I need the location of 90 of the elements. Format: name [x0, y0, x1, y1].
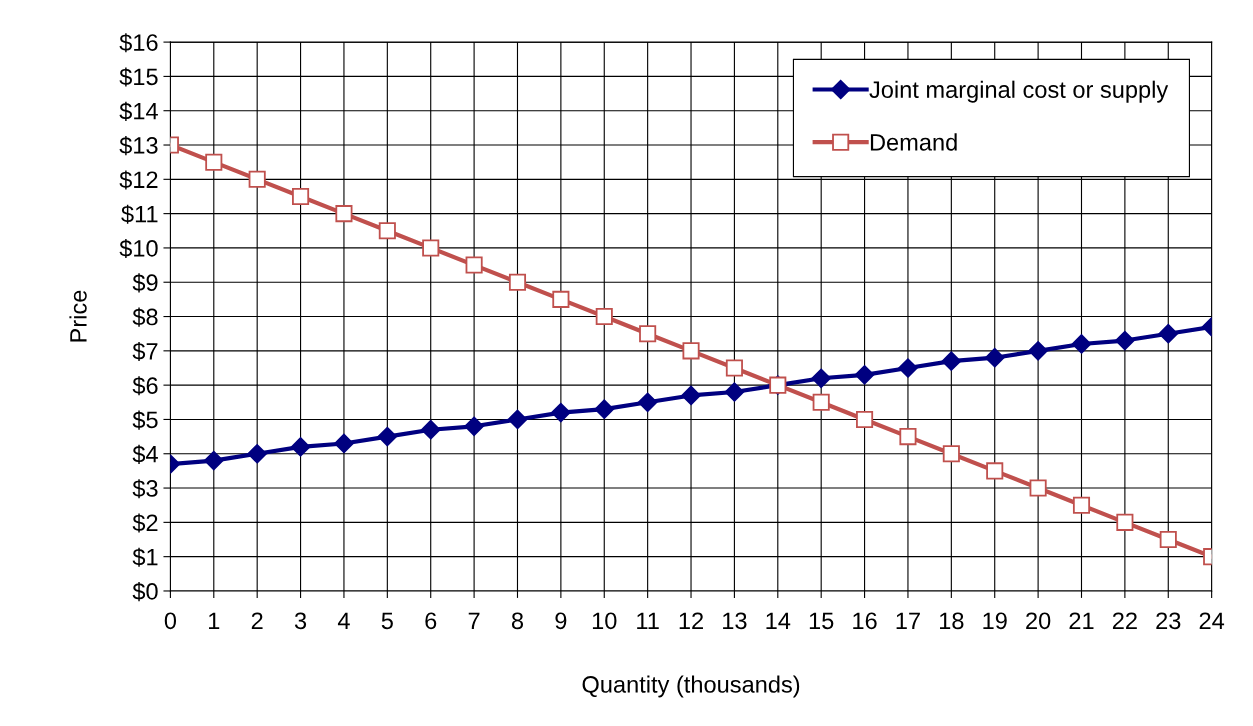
point — [1028, 341, 1048, 361]
y-tick-label: $4 — [132, 444, 158, 464]
point — [551, 402, 571, 423]
x-tick-label: 18 — [940, 612, 964, 630]
point — [335, 205, 353, 223]
x-tick-label: 20 — [1026, 612, 1051, 630]
point — [725, 359, 743, 377]
x-tick-label: 0 — [164, 612, 177, 630]
y-tick-label: $14 — [119, 101, 158, 121]
x-tick-label: 15 — [809, 612, 834, 630]
point — [248, 170, 266, 188]
x-tick-label: 24 — [1199, 612, 1225, 629]
x-tick-label: 8 — [511, 612, 524, 630]
x-tick-label: 19 — [983, 612, 1007, 630]
x-tick-label: 5 — [381, 612, 393, 630]
point — [986, 462, 1004, 480]
y-tick-label: $2 — [132, 513, 158, 533]
point — [377, 426, 398, 447]
y-tick-label: $0 — [132, 582, 158, 602]
point — [984, 347, 1005, 368]
x-axis-title: Quantity (thousands) — [582, 675, 800, 698]
point — [854, 365, 875, 385]
x-tick-label: 6 — [425, 612, 437, 630]
x-tick-label: 7 — [468, 612, 480, 629]
point — [1071, 334, 1092, 354]
point — [1158, 323, 1179, 344]
point — [205, 153, 223, 171]
x-tick-label: 9 — [555, 612, 567, 630]
x-tick-label: 10 — [592, 612, 617, 630]
x-tick-label: 17 — [896, 612, 920, 629]
y-tick-label: $5 — [132, 410, 158, 430]
x-tick-label: 21 — [1069, 612, 1094, 629]
y-tick-label: $8 — [132, 307, 158, 327]
point — [942, 445, 960, 463]
point — [1115, 330, 1135, 351]
x-tick-label: 23 — [1156, 612, 1181, 630]
y-tick-label: $11 — [121, 204, 158, 224]
point — [681, 385, 701, 406]
point — [594, 399, 615, 419]
y-tick-label: $10 — [119, 239, 158, 259]
point — [1072, 496, 1091, 514]
point — [941, 351, 962, 371]
y-tick-label: $15 — [119, 67, 158, 87]
legend-label: Joint marginal cost or supply — [869, 80, 1169, 103]
x-tick-label: 2 — [251, 612, 263, 629]
point — [1159, 530, 1177, 549]
point — [290, 437, 311, 457]
point — [856, 410, 874, 428]
y-tick-label: $12 — [119, 170, 158, 190]
legend-label: Demand — [870, 133, 957, 151]
point — [508, 273, 527, 291]
x-tick-label: 13 — [723, 612, 747, 630]
point — [422, 239, 440, 257]
point — [465, 256, 483, 274]
x-tick-label: 3 — [294, 612, 307, 630]
point — [637, 392, 658, 413]
point — [247, 444, 267, 464]
point — [552, 290, 570, 308]
x-tick-label: 4 — [337, 612, 350, 629]
point — [899, 428, 917, 446]
point — [812, 393, 830, 411]
point — [682, 342, 700, 360]
point — [464, 416, 484, 437]
point — [595, 307, 613, 326]
x-tick-label: 16 — [853, 612, 877, 630]
point — [1116, 513, 1134, 531]
x-tick-label: 12 — [679, 612, 703, 629]
y-tick-label: $7 — [132, 341, 158, 362]
x-tick-label: 14 — [766, 612, 791, 629]
point — [507, 409, 528, 430]
point — [898, 358, 918, 378]
y-tick-label: $1 — [132, 547, 158, 567]
x-tick-label: 11 — [637, 612, 659, 629]
x-tick-label: 1 — [209, 612, 220, 629]
y-axis-title: Price — [69, 290, 87, 342]
y-tick-label: $3 — [132, 479, 158, 499]
point — [639, 325, 657, 343]
point — [334, 433, 354, 454]
point — [724, 382, 745, 402]
point — [378, 222, 396, 240]
point — [1029, 479, 1047, 497]
point — [420, 419, 441, 440]
point — [204, 450, 224, 471]
point — [811, 368, 831, 389]
y-tick-label: $16 — [119, 33, 158, 53]
y-tick-label: $9 — [132, 273, 158, 293]
y-tick-label: $6 — [132, 376, 158, 396]
point — [292, 187, 310, 206]
x-tick-label: 22 — [1112, 612, 1137, 629]
y-tick-label: $13 — [119, 136, 158, 156]
